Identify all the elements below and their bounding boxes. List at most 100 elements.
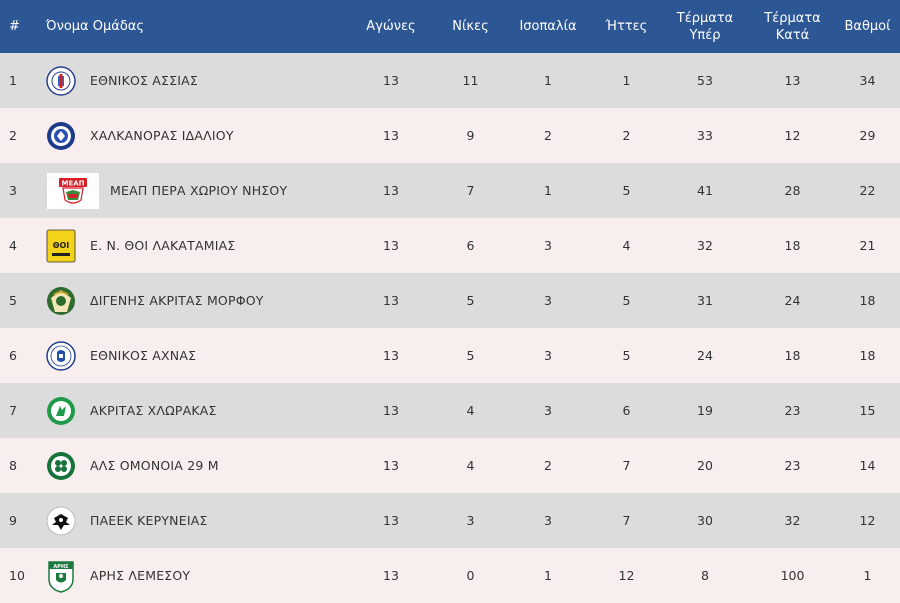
losses-cell: 12 [618,568,635,583]
goals-against-cell: 23 [784,458,801,473]
team-cell[interactable]: ΑΚΡΙΤΑΣ ΧΛΩΡΑΚΑΣ [40,383,344,438]
team-cell[interactable]: ΕΘΝΙΚΟΣ ΑΧΝΑΣ [40,328,344,383]
team-name-link[interactable]: ΑΚΡΙΤΑΣ ΧΛΩΡΑΚΑΣ [90,403,217,418]
draws-cell: 1 [544,568,552,583]
table-row[interactable]: 4 ΘΟΙ Ε. Ν. ΘΟΙ ΛΑΚΑΤΑΜΙΑΣ 13 6 3 4 32 18 21 [0,218,900,273]
team-wrap: ΑΡΗΣ ΑΡΗΣ ΛΕΜΕΣΟΥ [46,560,344,593]
position-cell: 10 [9,568,25,583]
played-cell: 13 [383,403,399,418]
team-cell[interactable]: ΧΑΛΚΑΝΟΡΑΣ ΙΔΑΛΙΟΥ [40,108,344,163]
draws-cell: 2 [544,128,552,143]
goals-for-cell: 53 [697,73,713,88]
position-cell: 4 [9,238,17,253]
goals-for-cell: 32 [697,238,713,253]
header-team-name[interactable]: Όνομα Ομάδας [46,19,144,34]
points-cell: 18 [859,348,876,363]
team-cell[interactable]: ΑΛΣ ΟΜΟΝΟΙΑ 29 Μ [40,438,344,493]
team-wrap: ΧΑΛΚΑΝΟΡΑΣ ΙΔΑΛΙΟΥ [46,121,344,151]
header-wins[interactable]: Νίκες [452,19,489,34]
team-cell[interactable]: ΜΕΑΠ ΜΕΑΠ ΠΕΡΑ ΧΩΡΙΟΥ ΝΗΣΟΥ [40,163,344,218]
header-points[interactable]: Βαθμοί [844,19,891,34]
points-cell: 12 [859,513,876,528]
team-cell[interactable]: ΑΡΗΣ ΑΡΗΣ ΛΕΜΕΣΟΥ [40,548,344,603]
svg-text:ΜΕΑΠ: ΜΕΑΠ [61,179,84,187]
header-played[interactable]: Αγώνες [366,19,416,34]
goals-against-cell: 12 [784,128,801,143]
team-wrap: ΜΕΑΠ ΜΕΑΠ ΠΕΡΑ ΧΩΡΙΟΥ ΝΗΣΟΥ [46,171,344,210]
played-cell: 13 [383,238,399,253]
ethnikos-assias-logo-icon [46,65,76,96]
played-cell: 13 [383,513,399,528]
header-goals-against-line1: Τέρματα [764,10,821,26]
wins-cell: 0 [466,568,475,583]
position-cell: 7 [9,403,17,418]
goals-for-cell: 19 [697,403,713,418]
table-row[interactable]: 6 ΕΘΝΙΚΟΣ ΑΧΝΑΣ 13 5 3 5 24 18 18 [0,328,900,383]
goals-against-cell: 32 [784,513,801,528]
omonoia-logo-icon [46,451,76,481]
goals-for-cell: 20 [697,458,713,473]
goals-against-cell: 24 [784,293,801,308]
team-name-link[interactable]: ΜΕΑΠ ΠΕΡΑ ΧΩΡΙΟΥ ΝΗΣΟΥ [110,183,288,198]
team-cell[interactable]: ΠΑΕΕΚ ΚΕΡΥΝΕΙΑΣ [40,493,344,548]
team-cell[interactable]: ΔΙΓΕΝΗΣ ΑΚΡΙΤΑΣ ΜΟΡΦΟΥ [40,273,344,328]
table-row[interactable]: 8 ΑΛΣ ΟΜΟΝΟΙΑ 29 Μ 13 4 2 7 20 23 14 [0,438,900,493]
team-wrap: ΕΘΝΙΚΟΣ ΑΧΝΑΣ [46,340,344,371]
team-name-link[interactable]: ΧΑΛΚΑΝΟΡΑΣ ΙΔΑΛΙΟΥ [90,128,234,143]
losses-cell: 5 [622,293,631,308]
table-row[interactable]: 10 ΑΡΗΣ ΑΡΗΣ ΛΕΜΕΣΟΥ 13 0 1 12 8 100 1 [0,548,900,603]
points-cell: 15 [859,403,876,418]
team-name-link[interactable]: ΕΘΝΙΚΟΣ ΑΣΣΙΑΣ [90,73,198,88]
points-cell: 1 [863,568,872,583]
goals-against-cell: 28 [784,183,801,198]
svg-text:ΑΡΗΣ: ΑΡΗΣ [53,564,69,570]
table-row[interactable]: 1 ΕΘΝΙΚΟΣ ΑΣΣΙΑΣ 13 11 1 1 53 13 34 [0,53,900,108]
played-cell: 13 [383,458,399,473]
header-goals-for-line2: Υπέρ [689,27,721,43]
header-draws[interactable]: Ισοπαλία [519,19,577,34]
position-cell: 2 [9,128,17,143]
position-cell: 6 [9,348,17,363]
draws-cell: 3 [544,293,552,308]
losses-cell: 7 [622,513,631,528]
goals-for-cell: 41 [697,183,713,198]
table-row[interactable]: 3 ΜΕΑΠ ΜΕΑΠ ΠΕΡΑ ΧΩΡΙΟΥ ΝΗΣΟΥ 13 7 1 5 41 28 22 [0,163,900,218]
draws-cell: 3 [544,403,552,418]
thoi-logo-icon: ΘΟΙ [46,229,76,262]
points-cell: 18 [859,293,876,308]
header-goals-for[interactable]: Τέρματα Υπέρ [660,0,750,53]
ethnikos-achnas-logo-icon [46,340,76,371]
team-name-link[interactable]: ΕΘΝΙΚΟΣ ΑΧΝΑΣ [90,348,197,363]
team-name-link[interactable]: ΠΑΕΕΚ ΚΕΡΥΝΕΙΑΣ [90,513,208,528]
team-name-link[interactable]: ΑΛΣ ΟΜΟΝΟΙΑ 29 Μ [90,458,219,473]
played-cell: 13 [383,73,399,88]
losses-cell: 5 [622,183,631,198]
team-cell[interactable]: ΕΘΝΙΚΟΣ ΑΣΣΙΑΣ [40,53,344,108]
goals-against-cell: 100 [780,568,805,583]
table-row[interactable]: 2 ΧΑΛΚΑΝΟΡΑΣ ΙΔΑΛΙΟΥ 13 9 2 2 33 12 29 [0,108,900,163]
table-row[interactable]: 9 ΠΑΕΕΚ ΚΕΡΥΝΕΙΑΣ 13 3 3 7 30 32 12 [0,493,900,548]
paeek-logo-icon [46,506,76,536]
team-cell[interactable]: ΘΟΙ Ε. Ν. ΘΟΙ ΛΑΚΑΤΑΜΙΑΣ [40,218,344,273]
aris-logo-icon: ΑΡΗΣ [46,560,76,593]
points-cell: 14 [859,458,876,473]
wins-cell: 6 [466,238,475,253]
team-name-link[interactable]: ΔΙΓΕΝΗΣ ΑΚΡΙΤΑΣ ΜΟΡΦΟΥ [90,293,264,308]
goals-for-cell: 33 [697,128,713,143]
team-name-link[interactable]: ΑΡΗΣ ΛΕΜΕΣΟΥ [90,568,191,583]
played-cell: 13 [383,568,399,583]
header-position[interactable]: # [9,19,20,34]
header-goals-against[interactable]: Τέρματα Κατά [750,0,835,53]
goals-against-cell: 23 [784,403,801,418]
team-name-link[interactable]: Ε. Ν. ΘΟΙ ΛΑΚΑΤΑΜΙΑΣ [90,238,236,253]
header-losses[interactable]: Ήττες [605,19,648,34]
goals-for-cell: 31 [697,293,713,308]
header-goals-for-line1: Τέρματα [676,10,734,26]
chalkanoras-logo-icon [46,121,76,151]
table-row[interactable]: 7 ΑΚΡΙΤΑΣ ΧΛΩΡΑΚΑΣ 13 4 3 6 19 23 15 [0,383,900,438]
played-cell: 13 [383,128,399,143]
wins-cell: 7 [466,183,475,198]
draws-cell: 1 [544,73,552,88]
table-row[interactable]: 5 ΔΙΓΕΝΗΣ ΑΚΡΙΤΑΣ ΜΟΡΦΟΥ 13 5 3 5 31 24 18 [0,273,900,328]
points-cell: 21 [859,238,876,253]
